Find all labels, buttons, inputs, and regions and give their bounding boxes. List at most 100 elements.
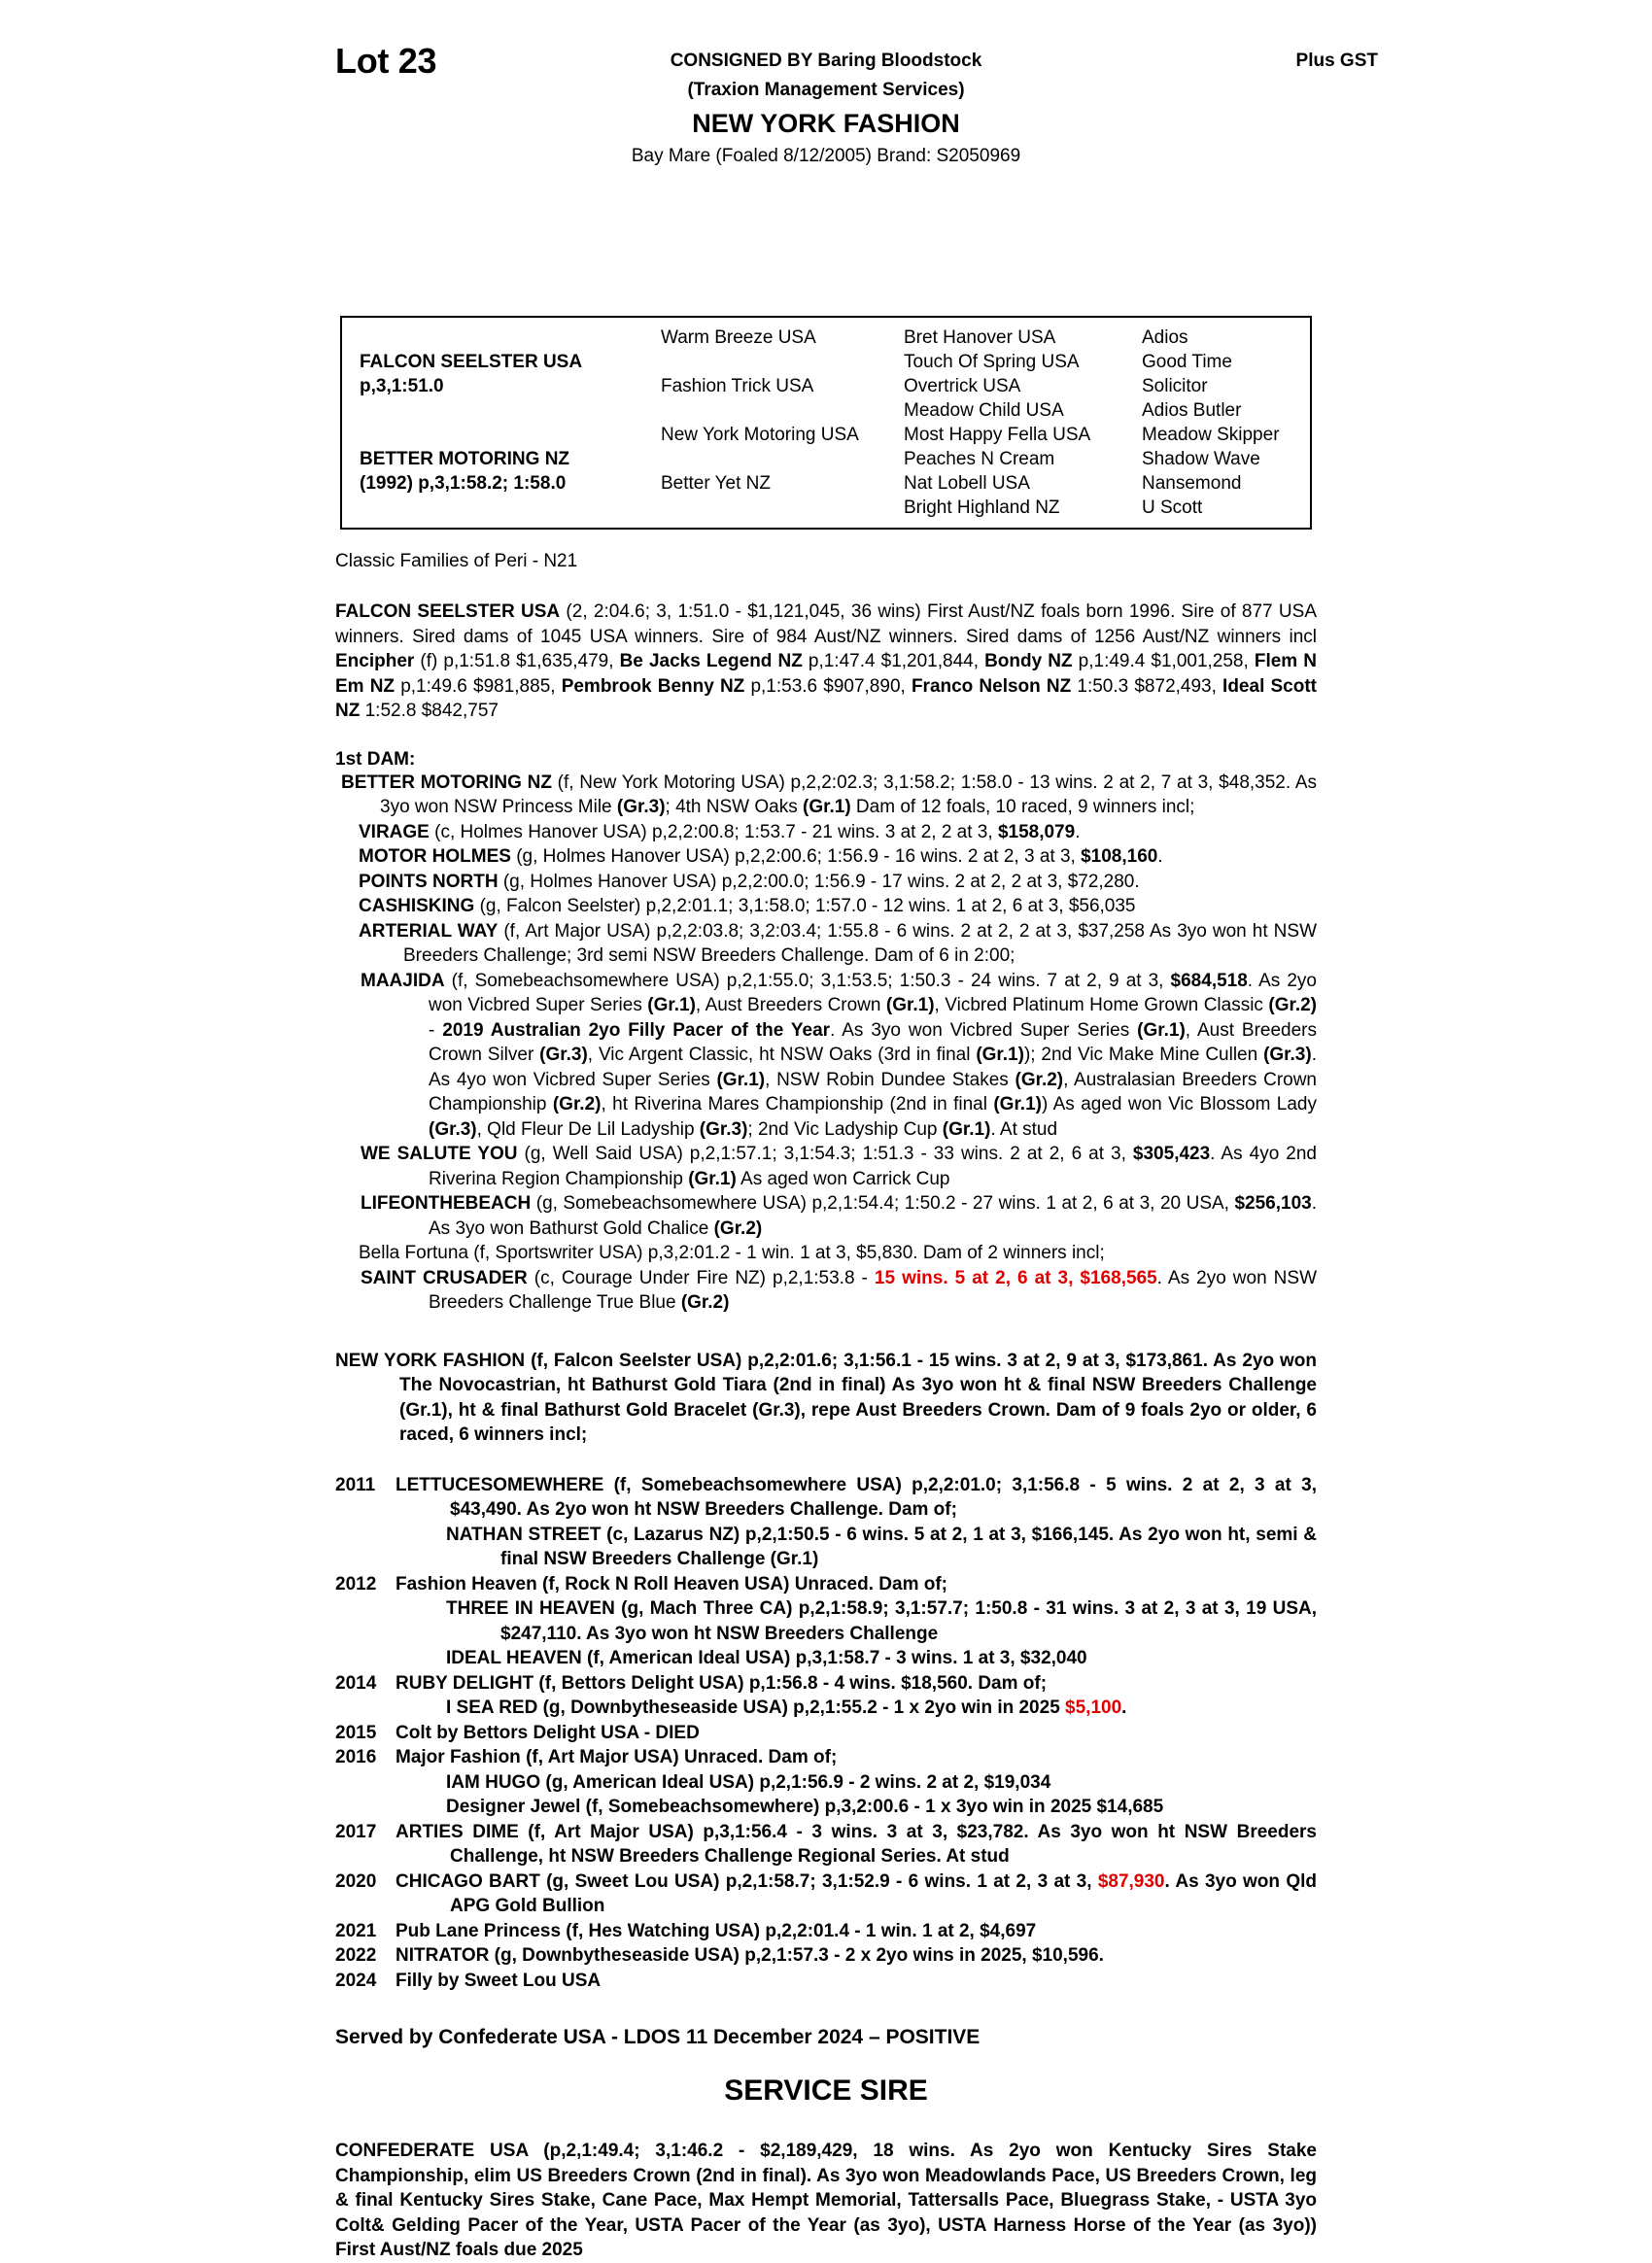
subject-mare-text: (f, Falcon Seelster USA) p,2,2:01.6; 3,1… (399, 1350, 1318, 1446)
subject-mare-name: NEW YORK FASHION (335, 1350, 526, 1371)
foal-text: NITRATOR (g, Downbytheseaside USA) p,2,1… (396, 1945, 1104, 1966)
t: , Australasian Breeders Crown Championsh… (429, 1069, 1318, 1115)
foal-text: I SEA RED (g, Downbytheseaside USA) p,2,… (396, 1696, 1317, 1721)
spacer (360, 423, 661, 447)
sire-record: p,3,1:51.0 (360, 376, 444, 396)
t: (f, Somebeachsomewhere USA) p,2,1:55.0; … (444, 970, 1171, 991)
grade: (Gr.2) (713, 1217, 763, 1239)
foal-row: 2014 RUBY DELIGHT (f, Bettors Delight US… (335, 1671, 1317, 1697)
spacer (360, 326, 661, 350)
t: . As 3yo won Bathurst Gold Chalice (429, 1193, 1317, 1239)
document-body: Classic Families of Peri - N21 FALCON SE… (0, 551, 1652, 2263)
foal-text-tail: . (1121, 1697, 1127, 1718)
entry-name: ARTERIAL WAY (359, 920, 499, 942)
service-sire-paragraph: CONFEDERATE USA (p,2,1:49.4; 3,1:46.2 - … (335, 2141, 1317, 2260)
foal-year (335, 1646, 396, 1671)
t: . As 2yo won NSW Breeders Challenge True… (429, 1267, 1318, 1314)
foal-year: 2011 (335, 1474, 376, 1495)
entry-text-2: . (1157, 846, 1163, 867)
gen4-4: Adios Butler (1142, 400, 1242, 421)
entry-name: SAINT CRUSADER (361, 1267, 528, 1288)
service-sire-heading: SERVICE SIRE (724, 2074, 928, 2107)
spacer (661, 398, 904, 423)
foal-year: 2015 (335, 1722, 377, 1743)
foal-row: IDEAL HEAVEN (f, American Ideal USA) p,3… (335, 1646, 1317, 1671)
foal-row: 2012 Fashion Heaven (f, Rock N Roll Heav… (335, 1572, 1317, 1597)
spacer (661, 350, 904, 374)
gen3-3: Overtrick USA (904, 376, 1021, 396)
foal-text: IDEAL HEAVEN (f, American Ideal USA) p,3… (446, 1648, 1087, 1668)
sire-paragraph-text: (2, 2:04.6; 3, 1:51.0 - $1,121,045, 36 w… (335, 601, 1317, 647)
foal-text: CHICAGO BART (g, Sweet Lou USA) p,2,1:58… (396, 1869, 1317, 1919)
t: - (429, 1019, 443, 1041)
foal-text-tail: . As 3yo won Qld APG Gold Bullion (450, 1870, 1317, 1917)
entry-text: (f, New York Motoring USA) p,2,2:02.3; 3… (380, 771, 1317, 818)
pedigree-col-gen4: Adios Good Time Solicitor Adios Butler M… (1142, 326, 1331, 520)
plus-gst-label: Plus GST (1295, 51, 1378, 71)
gen4-6: Shadow Wave (1142, 449, 1260, 469)
subject-mare-block: NEW YORK FASHION (f, Falcon Seelster USA… (335, 1349, 1317, 1448)
foal-earnings-highlight: $5,100 (1065, 1697, 1122, 1718)
first-dam-heading: 1st DAM: (335, 748, 416, 770)
gen4-8: U Scott (1142, 497, 1203, 518)
t: ; 2nd Vic Ladyship Cup (747, 1118, 943, 1140)
grade: (Gr.1) (993, 1094, 1042, 1114)
sire-progeny-4-stats: p,1:49.6 $981,885, (395, 675, 562, 697)
dam-entry-motor-holmes: MOTOR HOLMES (g, Holmes Hanover USA) p,2… (335, 844, 1317, 870)
foal-row: IAM HUGO (g, American Ideal USA) p,2,1:5… (335, 1770, 1317, 1796)
foal-row: 2021 Pub Lane Princess (f, Hes Watching … (335, 1919, 1317, 1944)
entry-text: (f, Art Major USA) p,2,2:03.8; 3,2:03.4;… (403, 920, 1317, 967)
entry-earnings: $158,079 (997, 821, 1076, 842)
dam-entry-we-salute-you: WE SALUTE YOU (g, Well Said USA) p,2,1:5… (335, 1142, 1317, 1191)
foal-text: NATHAN STREET (c, Lazarus NZ) p,2,1:50.5… (446, 1524, 1317, 1570)
t: (g, Somebeachsomewhere USA) p,2,1:54.4; … (531, 1193, 1235, 1214)
dam-entry-lifeonthebeach: LIFEONTHEBEACH (g, Somebeachsomewhere US… (335, 1191, 1317, 1241)
entry-text: (g, Falcon Seelster) p,2,2:01.1; 3,1:58.… (474, 896, 1136, 916)
grade: (Gr.3) (1263, 1045, 1312, 1065)
t: , Aust Breeders Crown (695, 995, 886, 1015)
entry-name: WE SALUTE YOU (361, 1144, 518, 1164)
foal-text-main: CHICAGO BART (g, Sweet Lou USA) p,2,1:58… (396, 1870, 1098, 1892)
sire-progeny-7: Ideal Scott NZ (335, 675, 1317, 722)
dam-sire: New York Motoring USA (661, 425, 859, 445)
t: . As 4yo won Vicbred Super Series (429, 1045, 1317, 1090)
classic-families-line: Classic Families of Peri - N21 (335, 551, 578, 571)
gen3-4: Meadow Child USA (904, 400, 1064, 421)
foal-row: 2020 CHICAGO BART (g, Sweet Lou USA) p,2… (335, 1869, 1317, 1919)
sire-progeny-2-stats: p,1:47.4 $1,201,844, (802, 651, 985, 671)
foal-year: 2022 (335, 1945, 377, 1966)
entry-name: POINTS NORTH (359, 871, 499, 892)
grade: (Gr.2) (1268, 995, 1317, 1015)
pedigree-col-gen3: Bret Hanover USA Touch Of Spring USA Ove… (904, 326, 1142, 520)
sire-progeny-6-stats: 1:50.3 $872,493, (1071, 675, 1223, 697)
sire-dam: Fashion Trick USA (661, 376, 814, 396)
foal-row: 2022 NITRATOR (g, Downbytheseaside USA) … (335, 1943, 1317, 1969)
entry-name: VIRAGE (359, 821, 430, 842)
horse-description: Bay Mare (Foaled 8/12/2005) Brand: S2050… (631, 146, 1021, 166)
sire-progeny-6: Franco Nelson NZ (911, 675, 1072, 697)
t: . As 4yo 2nd Riverina Region Championshi… (429, 1144, 1317, 1189)
grade: (Gr.3) (429, 1118, 477, 1140)
entry-earnings: $256,103 (1234, 1193, 1312, 1214)
spacer (661, 496, 904, 520)
entry-text: (g, Holmes Hanover USA) p,2,2:00.6; 1:56… (510, 846, 1082, 867)
pedigree-box: FALCON SEELSTER USA p,3,1:51.0 BETTER MO… (340, 316, 1312, 530)
entry-name: LIFEONTHEBEACH (361, 1193, 532, 1214)
t: . At stud (990, 1118, 1058, 1140)
foal-text: Colt by Bettors Delight USA - DIED (396, 1722, 700, 1743)
foal-text: IAM HUGO (g, American Ideal USA) p,2,1:5… (446, 1771, 1051, 1793)
entry-text-3: Dam of 12 foals, 10 raced, 9 winners inc… (850, 797, 1195, 817)
served-by-line: Served by Confederate USA - LDOS 11 Dece… (335, 2026, 981, 2048)
dam-entry-virage: VIRAGE (c, Holmes Hanover USA) p,2,2:00.… (335, 820, 1317, 845)
dam-entry-cashisking: CASHISKING (g, Falcon Seelster) p,2,2:01… (335, 894, 1317, 919)
t: (c, Courage Under Fire NZ) p,2,1:53.8 - (527, 1267, 875, 1288)
foal-year: 2017 (335, 1821, 377, 1842)
dam-entry-bella-fortuna: Bella Fortuna (f, Sportswriter USA) p,3,… (359, 1243, 1105, 1263)
sire-paragraph-name: FALCON SEELSTER USA (335, 601, 561, 622)
gen4-2: Good Time (1142, 352, 1232, 372)
spacer (661, 447, 904, 471)
entry-name: MAAJIDA (361, 970, 445, 991)
foal-year (335, 1596, 396, 1646)
t: As aged won Carrick Cup (736, 1168, 950, 1189)
grade: (Gr.1) (1137, 1019, 1186, 1041)
